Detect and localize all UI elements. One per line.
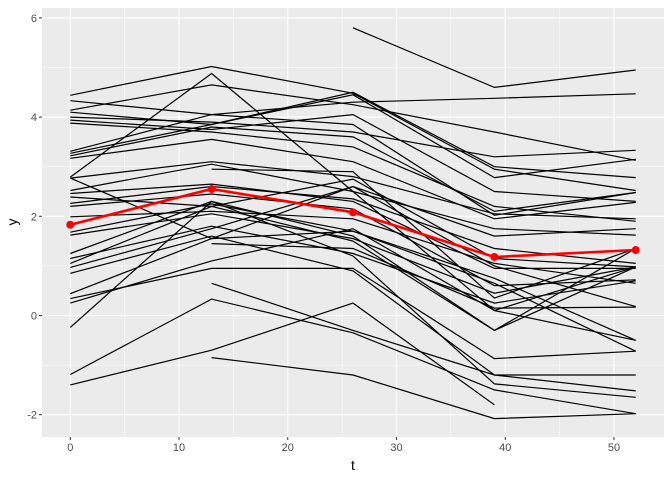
individual-line-33: [70, 302, 495, 406]
y-tick-label: 2: [31, 211, 37, 223]
individual-line-29: [70, 267, 636, 360]
y-tick-label: 6: [31, 13, 37, 25]
mean-point: [66, 220, 75, 229]
individual-line-9: [70, 94, 636, 179]
individual-line-5: [70, 116, 636, 158]
axes: 0 10 20 30 40 50 -2 0 2 4 6: [27, 13, 620, 454]
individual-line-31: [69, 200, 636, 398]
individual-line-16: [70, 183, 636, 269]
x-tick-label: 40: [499, 442, 511, 454]
individual-line-36: [352, 27, 636, 89]
y-tick-label: -2: [27, 410, 37, 422]
individual-line-3: [70, 84, 636, 161]
individual-line-26: [70, 185, 636, 308]
panel-background: [42, 8, 664, 437]
y-tick-label: 4: [31, 112, 37, 124]
individual-line-24: [70, 225, 636, 304]
y-tick-label: 0: [31, 310, 37, 322]
x-tick-label: 0: [67, 442, 73, 454]
individual-line-30: [70, 228, 636, 341]
individual-line-2: [70, 100, 636, 216]
individual-line-15: [70, 163, 636, 236]
individual-line-34: [211, 282, 636, 392]
mean-point: [490, 252, 499, 261]
mean-point: [349, 208, 357, 217]
individual-line-38: [211, 243, 636, 309]
individual-line-22: [70, 213, 636, 294]
individual-line-27: [70, 235, 636, 376]
x-tick-label: 50: [608, 442, 620, 454]
x-axis-title: t: [351, 457, 355, 473]
individual-line-7: [70, 122, 636, 222]
individual-line-11: [70, 138, 636, 220]
individual-line-23: [70, 200, 637, 332]
individual-line-13: [70, 161, 636, 220]
y-axis-title: y: [4, 219, 20, 226]
individual-line-25: [70, 205, 636, 332]
x-tick-label: 30: [390, 442, 402, 454]
individual-line-17: [70, 178, 636, 268]
mean-line: [66, 185, 640, 261]
individual-line-8: [70, 93, 636, 152]
x-tick-label: 10: [173, 442, 185, 454]
individual-line-10: [70, 126, 636, 212]
mean-point: [207, 185, 216, 194]
mean-point: [631, 246, 640, 255]
x-tick-label: 20: [282, 442, 294, 454]
individual-line-28: [70, 230, 636, 352]
individual-line-32: [70, 298, 636, 415]
individual-line-35: [211, 357, 636, 420]
individual-line-1: [70, 65, 636, 192]
